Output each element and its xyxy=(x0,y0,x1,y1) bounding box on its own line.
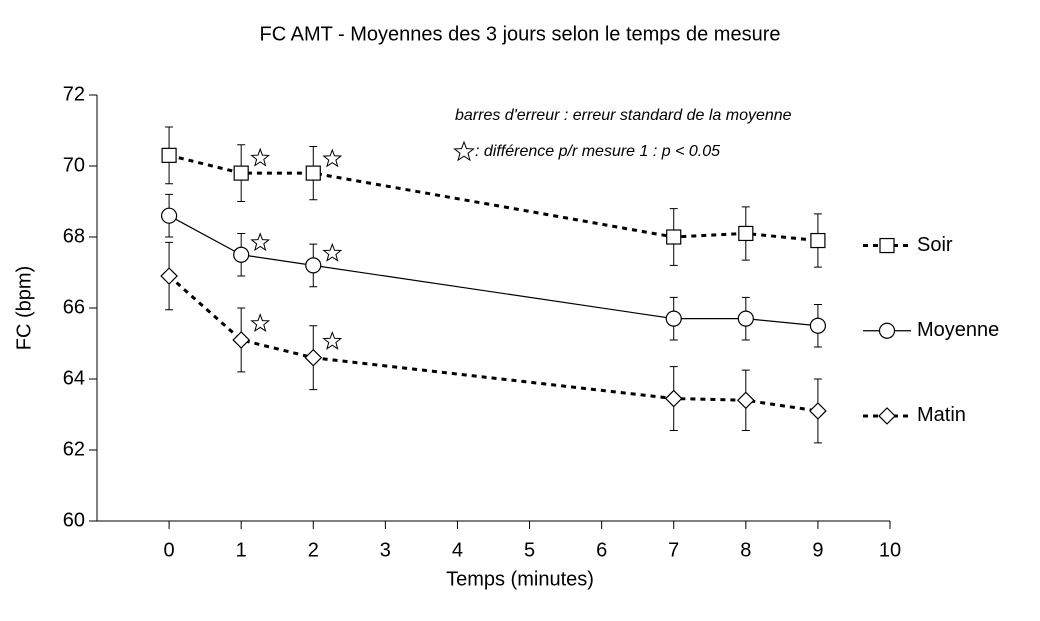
significance-star xyxy=(250,232,271,252)
marker xyxy=(809,317,827,334)
y-tick-label: 60 xyxy=(63,509,85,531)
marker xyxy=(305,165,321,181)
marker xyxy=(304,348,323,367)
chart-title: FC AMT - Moyennes des 3 jours selon le t… xyxy=(260,23,781,45)
series-line xyxy=(168,274,819,413)
legend-label: Matin xyxy=(917,404,966,426)
significance-star xyxy=(322,330,343,350)
x-tick-label: 10 xyxy=(879,539,901,561)
y-tick-label: 70 xyxy=(63,154,85,176)
marker xyxy=(737,310,754,327)
x-tick-label: 0 xyxy=(164,539,175,561)
x-axis-label: Temps (minutes) xyxy=(446,568,594,590)
x-tick-label: 2 xyxy=(308,539,319,561)
significance-star xyxy=(250,313,271,333)
annotation: barres d'erreur : erreur standard de la … xyxy=(455,107,792,124)
y-tick-label: 62 xyxy=(63,438,85,460)
legend-marker xyxy=(878,322,896,339)
x-tick-label: 8 xyxy=(740,539,751,561)
y-axis-label: FC (bpm) xyxy=(13,266,35,350)
y-tick-label: 72 xyxy=(63,83,85,105)
marker xyxy=(161,147,177,163)
significance-star xyxy=(322,148,343,168)
x-tick-label: 4 xyxy=(452,539,463,561)
marker xyxy=(738,225,754,242)
marker xyxy=(232,331,251,349)
x-tick-label: 6 xyxy=(596,539,607,561)
significance-star xyxy=(322,242,343,262)
y-tick-label: 64 xyxy=(63,367,85,389)
marker xyxy=(809,402,827,420)
x-tick-label: 7 xyxy=(668,539,679,561)
x-tick-label: 1 xyxy=(236,539,247,561)
legend-marker xyxy=(879,237,895,254)
annotation: : différence p/r mesure 1 : p < 0.05 xyxy=(475,143,720,160)
x-tick-label: 3 xyxy=(380,539,391,561)
x-tick-label: 9 xyxy=(812,539,823,561)
legend-label: Moyenne xyxy=(917,319,999,341)
legend-marker xyxy=(878,407,896,425)
marker xyxy=(233,165,249,181)
legend-label: Soir xyxy=(917,234,953,256)
y-tick-label: 68 xyxy=(63,225,85,247)
series-line xyxy=(168,215,818,327)
marker xyxy=(666,229,682,245)
marker xyxy=(664,389,683,408)
x-tick-label: 5 xyxy=(524,539,535,561)
marker xyxy=(736,391,755,410)
significance-star xyxy=(250,147,271,167)
star-legend xyxy=(453,140,475,162)
marker xyxy=(665,310,682,327)
series-line xyxy=(168,153,819,243)
marker xyxy=(810,232,826,249)
y-tick-label: 66 xyxy=(63,296,85,318)
marker xyxy=(160,267,178,285)
marker xyxy=(305,257,322,274)
marker xyxy=(160,207,178,224)
marker xyxy=(233,246,250,263)
